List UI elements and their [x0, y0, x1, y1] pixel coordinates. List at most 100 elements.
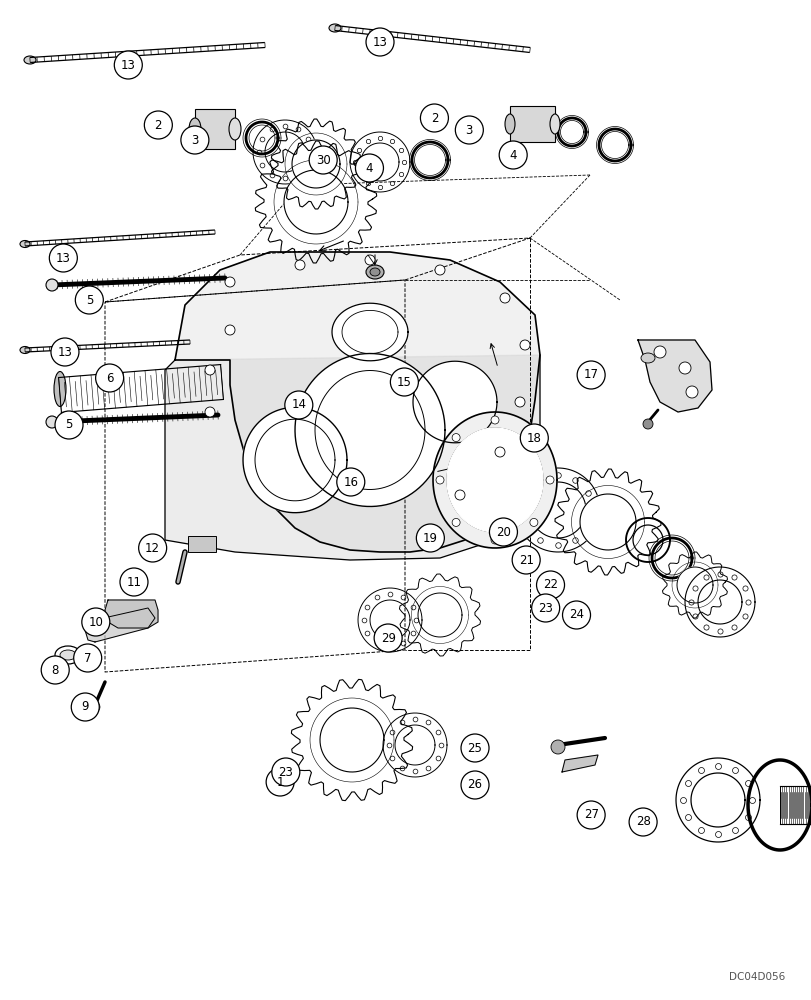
Circle shape	[41, 656, 69, 684]
Text: 14: 14	[291, 398, 306, 412]
Circle shape	[520, 424, 547, 452]
Text: 24: 24	[569, 608, 583, 621]
Circle shape	[272, 758, 299, 786]
Text: 13: 13	[121, 59, 135, 72]
Text: 12: 12	[145, 542, 160, 554]
Ellipse shape	[20, 240, 30, 247]
Polygon shape	[413, 361, 496, 443]
Text: 1: 1	[276, 776, 284, 788]
Circle shape	[114, 51, 142, 79]
Circle shape	[181, 126, 208, 154]
Circle shape	[416, 524, 444, 552]
Polygon shape	[320, 708, 384, 772]
Polygon shape	[446, 428, 543, 532]
Circle shape	[562, 601, 590, 629]
Circle shape	[204, 407, 215, 417]
Text: 20: 20	[496, 526, 510, 538]
Bar	[195, 109, 234, 149]
Circle shape	[512, 546, 539, 574]
Text: 30: 30	[315, 154, 330, 167]
Polygon shape	[175, 252, 539, 552]
Circle shape	[530, 434, 537, 442]
Circle shape	[139, 534, 166, 562]
Circle shape	[685, 386, 697, 398]
Text: 7: 7	[84, 652, 92, 664]
Circle shape	[495, 447, 504, 457]
Circle shape	[46, 279, 58, 291]
Circle shape	[337, 468, 364, 496]
Circle shape	[551, 740, 564, 754]
Circle shape	[530, 518, 537, 526]
Polygon shape	[292, 140, 340, 188]
Circle shape	[309, 146, 337, 174]
Circle shape	[285, 391, 312, 419]
Text: 4: 4	[508, 149, 517, 162]
Circle shape	[144, 111, 172, 139]
Text: 16: 16	[343, 476, 358, 488]
Circle shape	[294, 260, 305, 270]
Text: 27: 27	[583, 808, 598, 821]
Polygon shape	[561, 755, 597, 772]
Polygon shape	[242, 407, 346, 513]
Text: 4: 4	[365, 162, 373, 175]
Circle shape	[75, 286, 103, 314]
Text: 6: 6	[105, 371, 114, 384]
Ellipse shape	[54, 371, 66, 406]
Ellipse shape	[370, 268, 380, 276]
Circle shape	[74, 644, 101, 672]
Text: 17: 17	[583, 368, 598, 381]
Circle shape	[365, 255, 375, 265]
Ellipse shape	[640, 353, 654, 363]
Polygon shape	[394, 725, 435, 765]
Ellipse shape	[60, 650, 76, 660]
Circle shape	[491, 536, 499, 544]
Ellipse shape	[328, 24, 341, 32]
Circle shape	[390, 368, 418, 396]
Circle shape	[642, 419, 652, 429]
Text: 13: 13	[58, 346, 72, 359]
Text: 5: 5	[65, 418, 73, 432]
Text: 19: 19	[423, 532, 437, 544]
Text: 13: 13	[372, 36, 387, 49]
Circle shape	[435, 265, 444, 275]
Text: 2: 2	[154, 119, 162, 132]
Circle shape	[90, 702, 100, 712]
Text: 11: 11	[127, 576, 141, 588]
Ellipse shape	[549, 114, 560, 134]
Circle shape	[678, 362, 690, 374]
Circle shape	[420, 104, 448, 132]
Circle shape	[461, 734, 488, 762]
Polygon shape	[370, 600, 410, 640]
Circle shape	[96, 364, 123, 392]
Circle shape	[577, 361, 604, 389]
Text: 22: 22	[543, 578, 557, 591]
Circle shape	[461, 771, 488, 799]
Circle shape	[266, 768, 294, 796]
Text: 8: 8	[51, 664, 59, 676]
Polygon shape	[637, 340, 711, 412]
Circle shape	[204, 365, 215, 375]
Circle shape	[653, 346, 665, 358]
Circle shape	[489, 518, 517, 546]
Circle shape	[51, 338, 79, 366]
Ellipse shape	[366, 265, 384, 279]
Ellipse shape	[504, 114, 514, 134]
Circle shape	[491, 416, 499, 424]
Circle shape	[225, 277, 234, 287]
Circle shape	[455, 116, 483, 144]
Polygon shape	[284, 170, 348, 234]
Polygon shape	[165, 355, 539, 560]
Polygon shape	[361, 143, 398, 181]
Polygon shape	[85, 608, 155, 642]
Circle shape	[452, 518, 460, 526]
Circle shape	[366, 28, 393, 56]
Polygon shape	[432, 412, 556, 548]
Circle shape	[55, 411, 83, 439]
Circle shape	[536, 571, 564, 599]
Circle shape	[374, 624, 401, 652]
Text: 9: 9	[81, 700, 89, 713]
Text: 3: 3	[191, 134, 199, 147]
Circle shape	[519, 340, 530, 350]
Circle shape	[577, 801, 604, 829]
Text: 23: 23	[278, 766, 293, 778]
